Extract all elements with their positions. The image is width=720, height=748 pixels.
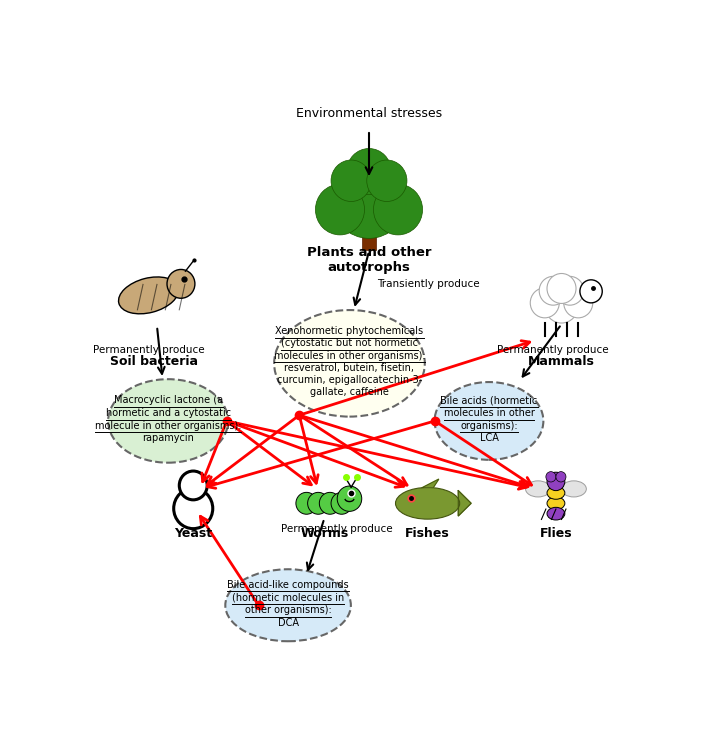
Circle shape [315,184,364,235]
Circle shape [320,492,341,514]
Ellipse shape [225,569,351,641]
Circle shape [179,471,207,500]
Text: Bile acids (hormetic: Bile acids (hormetic [441,395,538,405]
Circle shape [331,160,372,201]
Circle shape [331,492,352,514]
Ellipse shape [395,488,459,519]
Ellipse shape [561,481,586,497]
Ellipse shape [547,487,565,499]
Text: resveratrol, butein, fisetin,: resveratrol, butein, fisetin, [284,363,415,373]
Text: molecules in other: molecules in other [444,408,534,418]
Ellipse shape [274,310,425,417]
Circle shape [539,276,567,305]
Text: organisms):: organisms): [460,420,518,431]
Text: Environmental stresses: Environmental stresses [296,108,442,120]
Circle shape [347,149,392,194]
Text: Permanently produce: Permanently produce [281,524,392,533]
Circle shape [167,269,195,298]
Circle shape [530,288,559,318]
Text: Yeast: Yeast [174,527,212,541]
Text: Bile acid-like compounds: Bile acid-like compounds [228,580,349,589]
Circle shape [545,289,578,323]
Text: (hormetic molecules in: (hormetic molecules in [232,592,344,602]
Circle shape [337,486,361,512]
Text: gallate, caffeine: gallate, caffeine [310,387,389,397]
Text: Mammals: Mammals [528,355,595,368]
Text: Worms: Worms [300,527,348,541]
Polygon shape [459,491,471,516]
FancyBboxPatch shape [361,212,377,250]
Circle shape [547,472,565,491]
Text: DCA: DCA [278,618,299,628]
Text: Soil bacteria: Soil bacteria [110,355,198,368]
Text: other organisms):: other organisms): [245,605,331,615]
Circle shape [580,280,602,303]
Ellipse shape [119,277,179,314]
Text: LCA: LCA [480,433,498,444]
Text: hormetic and a cytostatic: hormetic and a cytostatic [106,408,230,418]
Text: molecule in other organisms):: molecule in other organisms): [95,420,241,431]
Ellipse shape [547,507,565,520]
Circle shape [296,492,317,514]
Circle shape [556,472,566,482]
Circle shape [564,288,593,318]
Circle shape [174,488,213,529]
Text: Permanently produce: Permanently produce [498,345,609,355]
Circle shape [546,472,556,482]
Ellipse shape [108,379,228,463]
Text: Permanently produce: Permanently produce [93,345,204,355]
Text: Xenohormetic phytochemicals: Xenohormetic phytochemicals [276,326,423,337]
Ellipse shape [435,382,544,460]
Text: Macrocyclic lactone (a: Macrocyclic lactone (a [114,395,222,405]
Text: curcumin, epigallocatechin-3-: curcumin, epigallocatechin-3- [277,375,422,384]
Circle shape [374,184,423,235]
Circle shape [556,276,584,305]
Text: (cytostatic but not hormetic: (cytostatic but not hormetic [281,339,418,349]
Ellipse shape [526,481,551,497]
Text: Flies: Flies [539,527,572,541]
Circle shape [547,274,576,304]
Circle shape [366,160,407,201]
Text: Fishes: Fishes [405,527,450,541]
Circle shape [331,160,407,239]
Ellipse shape [547,497,565,509]
Text: Plants and other
autotrophs: Plants and other autotrophs [307,246,431,275]
Text: molecules in other organisms):: molecules in other organisms): [274,351,426,361]
Circle shape [307,492,329,514]
Text: rapamycin: rapamycin [142,433,194,444]
Polygon shape [422,479,438,488]
Text: Transiently produce: Transiently produce [377,280,480,289]
